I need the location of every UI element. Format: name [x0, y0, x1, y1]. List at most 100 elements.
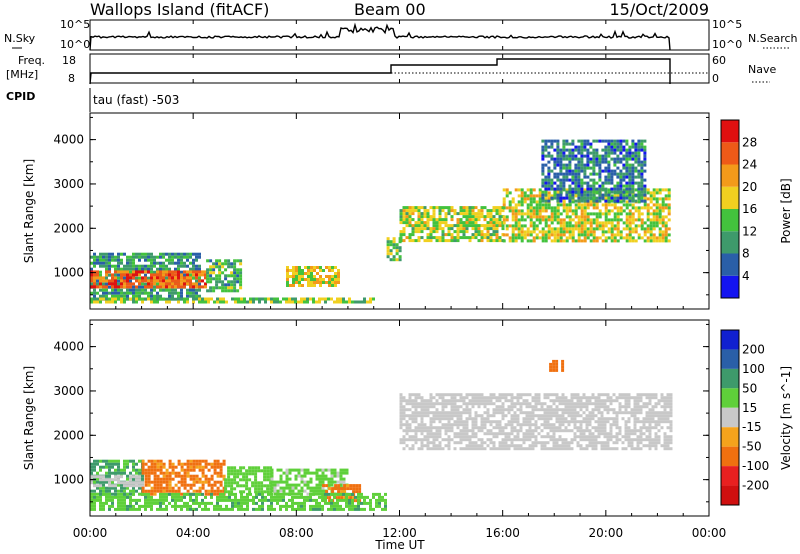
power-cell: [664, 236, 668, 240]
power-cell: [243, 297, 246, 301]
velocity-cell: [321, 507, 324, 511]
power-cell: [498, 236, 502, 240]
power-cell: [209, 265, 213, 269]
velocity-cell: [594, 441, 598, 445]
velocity-cell: [126, 474, 129, 478]
power-cell: [186, 279, 189, 283]
power-cell: [438, 209, 442, 213]
velocity-cell: [621, 405, 625, 409]
power-cell: [565, 239, 569, 243]
velocity-cell: [315, 489, 319, 493]
power-cell: [550, 145, 554, 149]
velocity-cell: [288, 486, 292, 490]
power-cell: [634, 206, 638, 210]
power-cell: [598, 157, 602, 161]
power-cell: [577, 187, 581, 191]
velocity-cell: [328, 496, 332, 500]
velocity-cell: [450, 417, 454, 421]
velocity-cell: [291, 492, 295, 496]
power-cell: [571, 172, 575, 176]
power-cell: [562, 209, 566, 213]
velocity-cell: [216, 498, 219, 502]
velocity-cell: [245, 478, 249, 482]
velocity-cell: [153, 471, 157, 475]
power-cell: [640, 181, 644, 185]
power-cell: [556, 230, 560, 234]
velocity-cell: [198, 465, 202, 469]
power-cell: [625, 218, 629, 222]
velocity-cell: [627, 444, 631, 448]
power-cell: [616, 139, 620, 143]
power-cell: [601, 212, 605, 216]
velocity-cell: [363, 498, 366, 502]
power-cell: [535, 212, 539, 216]
power-cell: [459, 218, 463, 222]
power-cell: [171, 273, 174, 277]
power-cell: [286, 284, 289, 287]
power-cell: [420, 224, 424, 228]
power-cell: [395, 252, 399, 256]
power-cell: [643, 233, 647, 237]
velocity-cell: [603, 405, 607, 409]
power-cell: [625, 154, 629, 158]
velocity-cell: [213, 504, 216, 508]
velocity-cell: [459, 405, 463, 409]
velocity-cell: [510, 441, 514, 445]
power-cell: [580, 139, 584, 143]
power-cell: [411, 239, 415, 243]
velocity-cell: [579, 447, 583, 451]
power-cell: [574, 206, 578, 210]
power-cell: [224, 283, 228, 287]
power-cell: [123, 264, 126, 268]
velocity-cell: [162, 465, 166, 469]
velocity-cell: [582, 396, 586, 400]
velocity-cell: [459, 393, 463, 397]
velocity-cell: [621, 441, 625, 445]
power-cell: [622, 196, 626, 200]
velocity-cell: [132, 498, 135, 502]
power-cell: [658, 215, 662, 219]
velocity-cell: [242, 484, 246, 488]
power-cell: [420, 218, 424, 222]
velocity-cell: [189, 468, 193, 472]
power-cell: [577, 196, 581, 200]
power-cell: [622, 175, 626, 179]
power-cell: [598, 193, 602, 197]
velocity-cell: [489, 447, 493, 451]
power-cell: [462, 212, 466, 216]
velocity-cell: [612, 408, 616, 412]
power-cell: [637, 212, 641, 216]
power-cell: [643, 160, 647, 164]
power-cell: [96, 258, 99, 262]
velocity-cell: [90, 471, 93, 475]
power-cell: [392, 237, 396, 241]
power-cell: [489, 236, 493, 240]
power-cell: [502, 215, 506, 219]
power-cell: [135, 255, 138, 259]
power-cell: [538, 203, 542, 207]
power-cell: [619, 181, 623, 185]
velocity-cell: [339, 492, 342, 496]
power-cell: [559, 239, 563, 243]
velocity-cell: [120, 492, 123, 496]
power-cell: [568, 163, 572, 167]
velocity-cell: [318, 489, 322, 493]
velocity-cell: [531, 399, 535, 403]
velocity-cell: [318, 486, 322, 490]
velocity-cell: [630, 429, 634, 433]
velocity-cell: [245, 481, 249, 485]
velocity-cell: [309, 492, 312, 496]
power-cell: [547, 194, 551, 198]
velocity-cell: [375, 501, 378, 505]
velocity-cell: [144, 474, 148, 478]
power-cell: [661, 215, 665, 219]
velocity-cell: [129, 471, 132, 475]
velocity-cell: [279, 504, 282, 508]
velocity-cell: [534, 399, 538, 403]
velocity-cell: [522, 438, 526, 442]
power-cell: [174, 276, 177, 280]
power-cell: [108, 270, 111, 274]
velocity-cell: [165, 480, 169, 484]
power-cell: [601, 224, 605, 228]
velocity-cell: [582, 435, 586, 439]
